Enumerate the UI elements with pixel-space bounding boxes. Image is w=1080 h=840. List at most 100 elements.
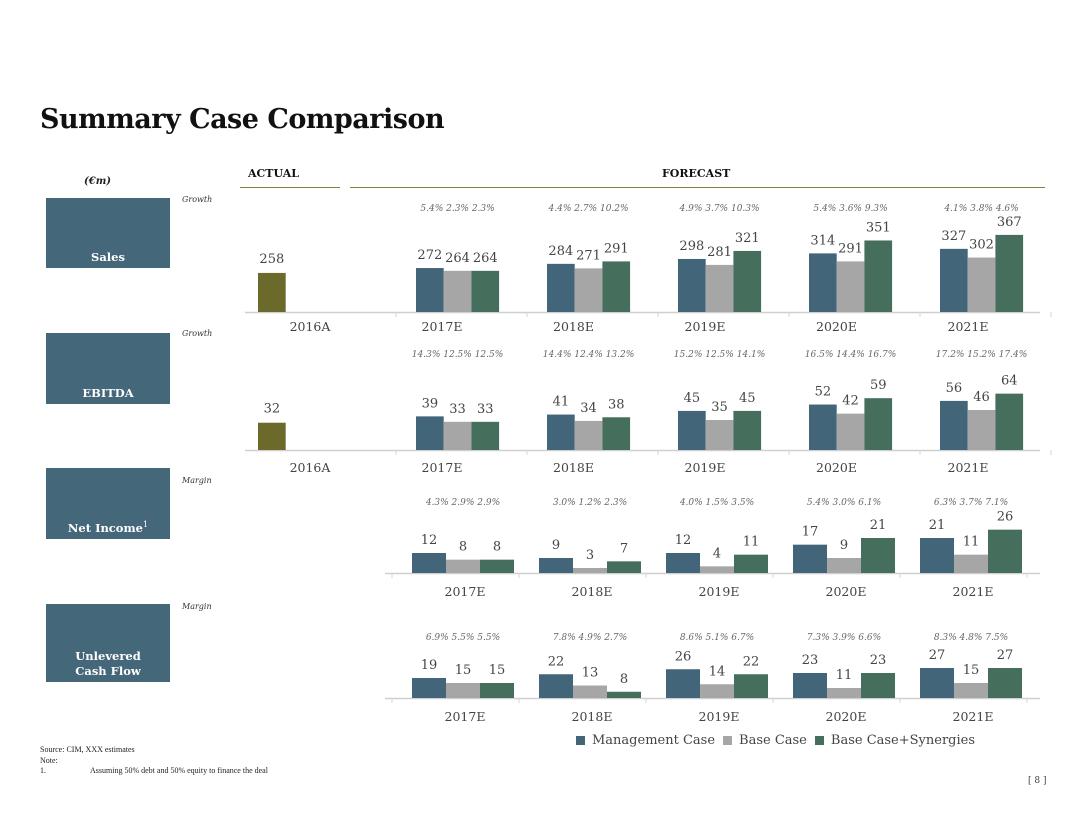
- ebitda-category-label: 2016A: [290, 460, 332, 475]
- sales-category-label: 2017E: [422, 319, 463, 334]
- net-income-category-label: 2020E: [826, 584, 867, 599]
- net-income-bar-synergies: [734, 554, 768, 573]
- net-income-rate-label: 4.3% 2.9% 2.9%: [425, 498, 500, 508]
- net-income-bar-synergies: [988, 529, 1022, 573]
- sales-value-label: 291: [838, 241, 863, 256]
- net-income-value-label: 8: [493, 540, 501, 555]
- footer-notes: Source: CIM, XXX estimates Note: 1. Assum…: [40, 745, 268, 777]
- net-income-value-label: 17: [802, 525, 819, 540]
- ebitda-bar-synergies: [602, 417, 631, 450]
- ebitda-category-label: 2017E: [422, 460, 463, 475]
- footnote-text: Assuming 50% debt and 50% equity to fina…: [90, 766, 268, 775]
- net-income-metric-label: Margin: [182, 476, 212, 485]
- sales-rate-label: 4.9% 3.7% 10.3%: [679, 204, 760, 214]
- ebitda-value-label: 59: [870, 378, 887, 393]
- ebitda-bar-base: [705, 420, 734, 450]
- net-income-rate-label: 4.0% 1.5% 3.5%: [679, 498, 754, 508]
- legend-swatch-synergies: [814, 736, 824, 745]
- net-income-bar-synergies: [861, 538, 895, 573]
- sales-bar-management: [547, 263, 575, 312]
- unlevered-cash-flow-rate-label: 6.9% 5.5% 5.5%: [426, 633, 500, 643]
- net-income-category-label: 2017E: [445, 584, 486, 599]
- ebitda-category-label: 2020E: [816, 460, 857, 475]
- unlevered-cash-flow-value-label: 11: [836, 668, 853, 683]
- ebitda-label: EBITDA: [82, 386, 134, 400]
- sales-bar-actual: [258, 272, 286, 312]
- footnote-marker: 1: [142, 520, 149, 530]
- sales-rate-label: 5.4% 2.3% 2.3%: [420, 204, 494, 214]
- sales-value-label: 272: [417, 248, 442, 263]
- sales-bar-synergies: [864, 240, 893, 312]
- unlevered-cash-flow-value-label: 15: [963, 663, 980, 678]
- net-income-label: Net Income: [67, 521, 143, 535]
- net-income-value-label: 12: [675, 533, 692, 548]
- ebitda-metric-label: Growth: [182, 329, 213, 338]
- ebitda-value-label: 38: [608, 397, 625, 412]
- sales-bar-synergies: [471, 270, 500, 312]
- ebitda-bar-base: [836, 413, 865, 450]
- unlevered-cash-flow-bar-management: [793, 673, 827, 698]
- legend-synergies: Base Case+Synergies: [830, 733, 976, 748]
- unlevered-cash-flow-category-label: 2020E: [826, 709, 867, 724]
- net-income-value-label: 21: [929, 518, 946, 533]
- unlevered-cash-flow-bar-base: [446, 683, 480, 698]
- sales-bar-base: [443, 270, 472, 312]
- sales-value-label: 281: [707, 245, 732, 260]
- sales-category-label: 2018E: [553, 319, 594, 334]
- legend-base: Base Case: [739, 733, 807, 748]
- ebitda-value-label: 52: [815, 385, 832, 400]
- net-income-category-label: 2018E: [572, 584, 613, 599]
- unlevered-cash-flow-bar-synergies: [734, 674, 768, 698]
- ebitda-label-box: EBITDA: [46, 333, 170, 404]
- net-income-bar-management: [793, 544, 827, 573]
- unlevered-cash-flow-bar-base: [827, 688, 861, 698]
- sales-rate-label: 4.1% 3.8% 4.6%: [943, 204, 1018, 214]
- net-income-category-label: 2019E: [699, 584, 740, 599]
- note-label: Note:: [40, 755, 58, 765]
- ebitda-category-label: 2019E: [685, 460, 726, 475]
- ucf-label: Unlevered Cash Flow: [75, 649, 141, 678]
- unlevered-cash-flow-value-label: 15: [489, 663, 506, 678]
- legend-swatch-management: [576, 736, 585, 745]
- sales-value-label: 264: [473, 251, 498, 266]
- ebitda-value-label: 32: [264, 402, 281, 417]
- unlevered-cash-flow-value-label: 23: [870, 653, 887, 668]
- sales-category-label: 2021E: [948, 319, 989, 334]
- unlevered-cash-flow-bar-base: [700, 684, 734, 698]
- ebitda-value-label: 46: [973, 390, 990, 405]
- sales-category-label: 2020E: [816, 319, 857, 334]
- unlevered-cash-flow-value-label: 23: [802, 653, 819, 668]
- unlevered-cash-flow-rate-label: 7.3% 3.9% 6.6%: [807, 633, 881, 643]
- ebitda-value-label: 34: [580, 401, 597, 416]
- net-income-bar-base: [954, 554, 988, 573]
- ebitda-bar-management: [940, 400, 968, 450]
- unlevered-cash-flow-bar-management: [412, 678, 446, 698]
- sales-metric-label: Growth: [182, 195, 213, 204]
- sales-bar-base: [836, 261, 865, 312]
- ebitda-value-label: 45: [684, 391, 701, 406]
- sales-bar-management: [416, 268, 444, 312]
- net-income-bar-management: [666, 553, 700, 573]
- net-income-value-label: 9: [552, 538, 560, 553]
- ebitda-bar-synergies: [864, 398, 893, 450]
- ebitda-rate-label: 17.2% 15.2% 17.4%: [936, 350, 1028, 360]
- sales-value-label: 321: [735, 231, 760, 246]
- unlevered-cash-flow-bar-management: [539, 674, 573, 698]
- unlevered-cash-flow-bar-synergies: [607, 691, 641, 698]
- unlevered-cash-flow-value-label: 8: [620, 672, 628, 687]
- net-income-bar-base: [700, 566, 734, 573]
- unlevered-cash-flow-bar-management: [920, 668, 954, 698]
- unlevered-cash-flow-value-label: 27: [929, 648, 946, 663]
- actual-header: ACTUAL: [248, 167, 299, 180]
- unlevered-cash-flow-rate-label: 7.8% 4.9% 2.7%: [553, 633, 627, 643]
- sales-value-label: 351: [866, 220, 891, 235]
- page-title: Summary Case Comparison: [40, 104, 445, 135]
- net-income-category-label: 2021E: [953, 584, 994, 599]
- ebitda-bar-synergies: [733, 410, 762, 450]
- ebitda-value-label: 56: [946, 381, 963, 396]
- unlevered-cash-flow-category-label: 2021E: [953, 709, 994, 724]
- net-income-value-label: 3: [586, 548, 594, 563]
- net-income-bar-management: [539, 558, 573, 573]
- ebitda-bar-base: [574, 420, 603, 450]
- sales-label: Sales: [91, 250, 125, 264]
